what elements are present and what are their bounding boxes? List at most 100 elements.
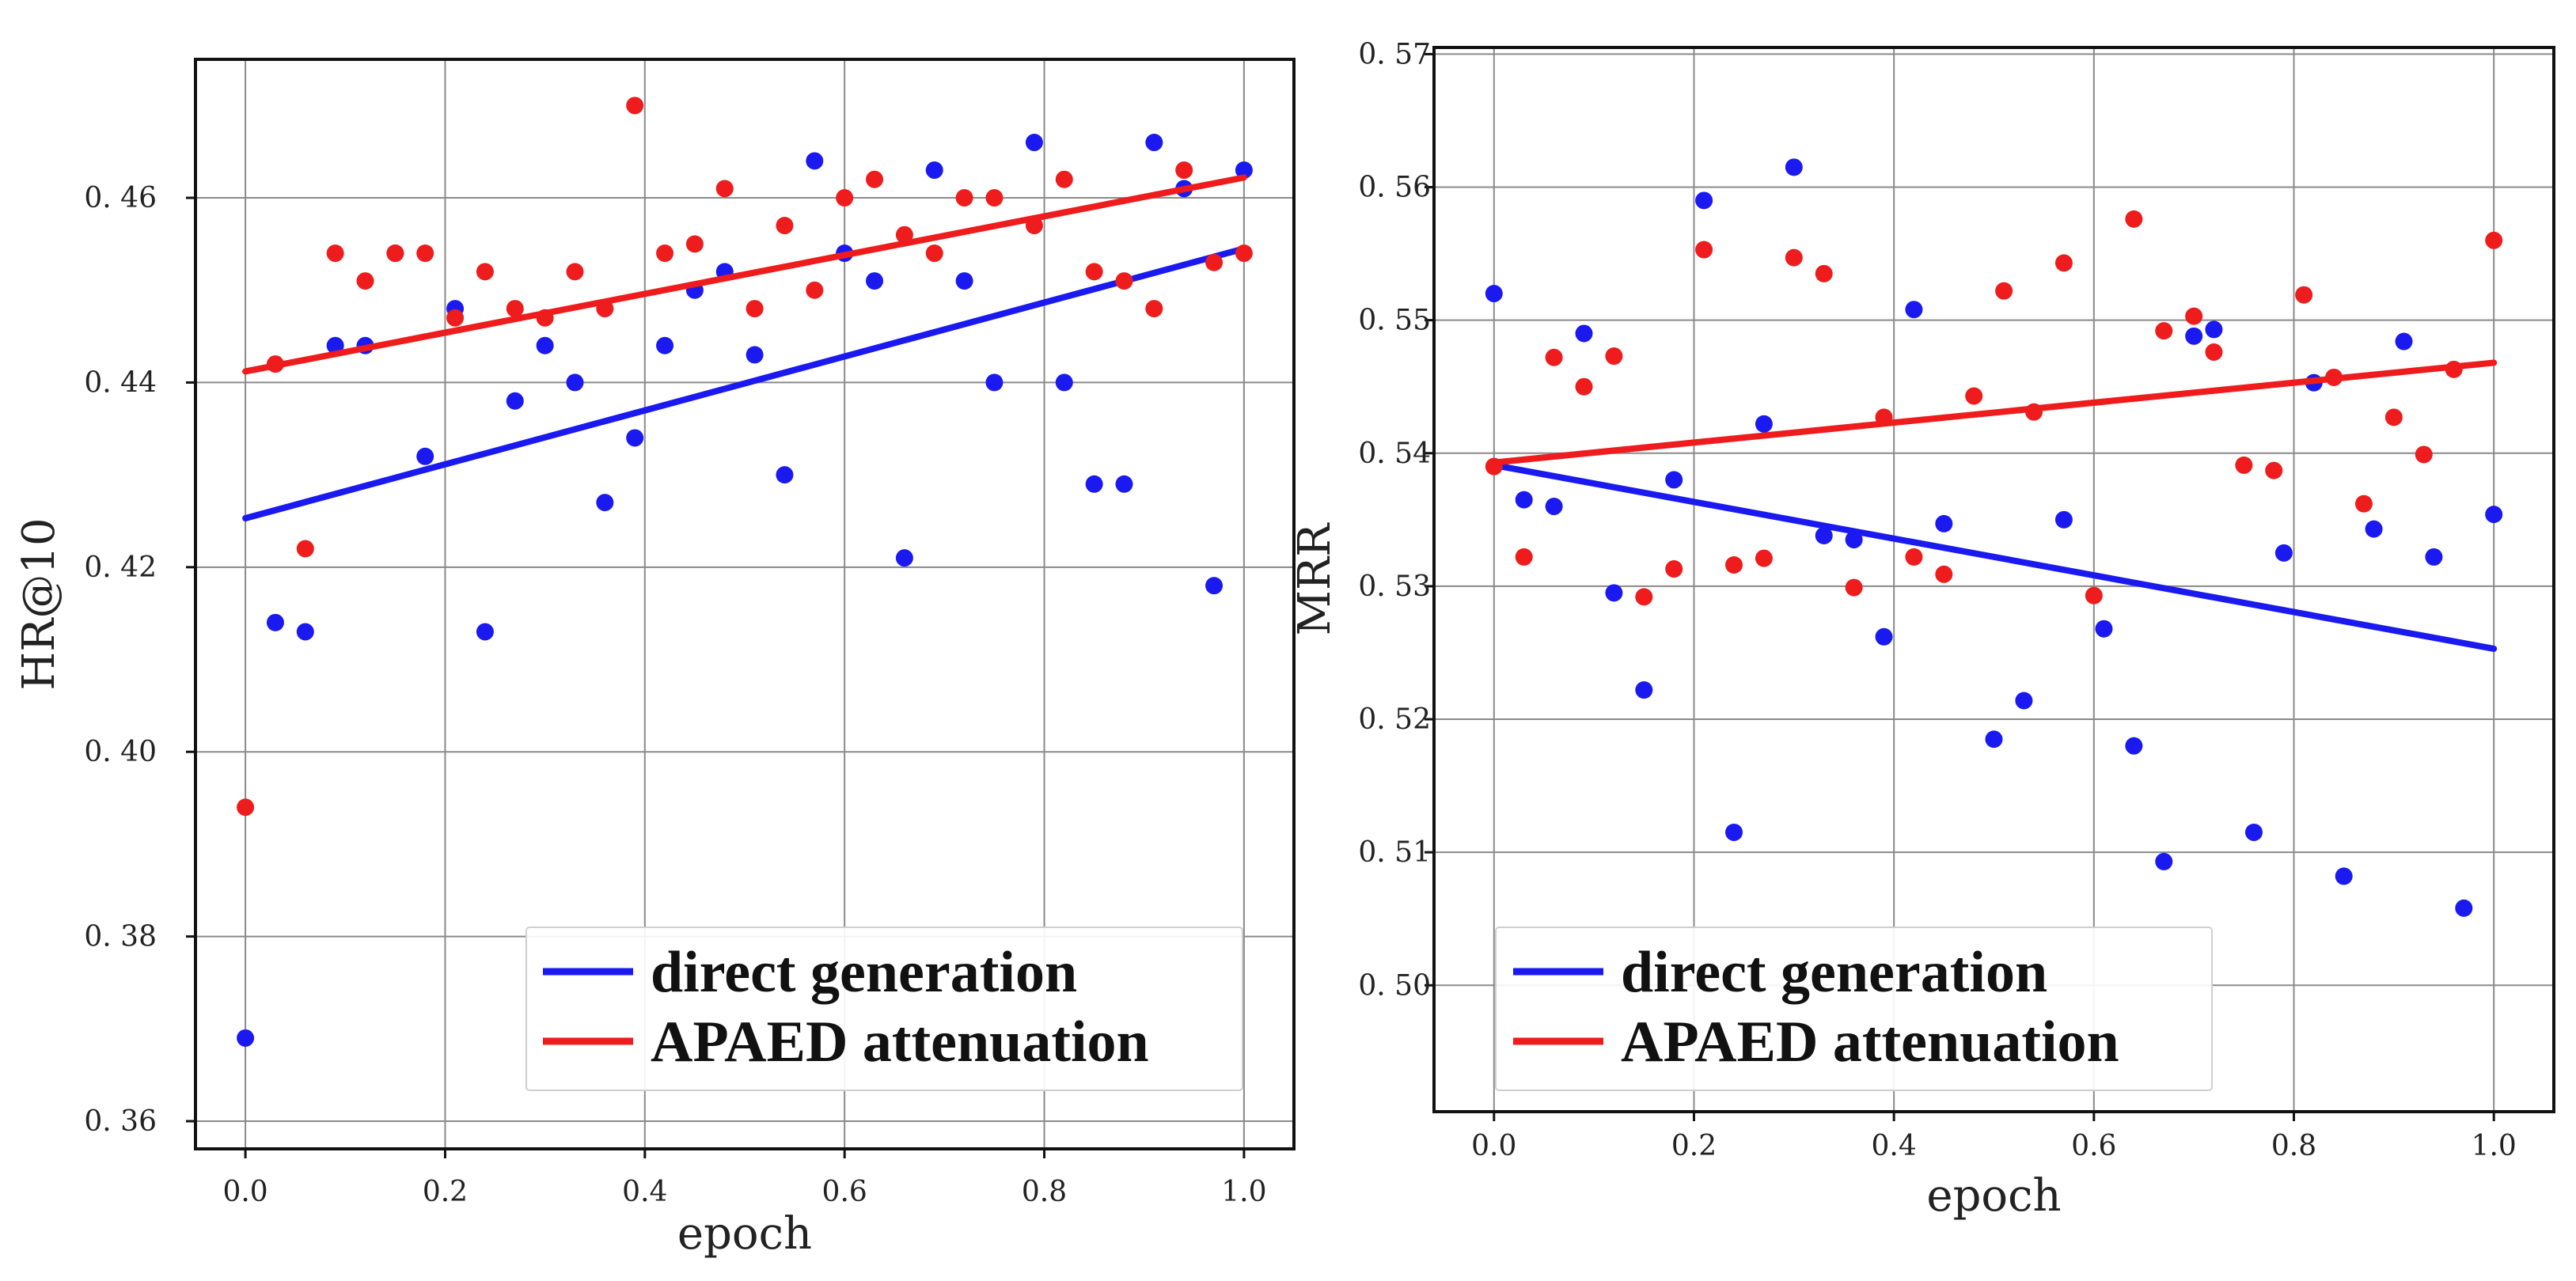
data-point [266, 355, 284, 373]
data-point [776, 466, 794, 484]
plot-frame [194, 58, 1296, 1150]
data-point [1145, 134, 1163, 152]
data-point [566, 373, 584, 392]
legend-box [1495, 927, 2213, 1091]
series-apaed-attenuation [237, 97, 1253, 817]
data-point [1235, 244, 1253, 263]
y-tick-label: 0. 56 [1358, 172, 1431, 204]
data-point [1815, 264, 1833, 282]
x-tick-label: 0.4 [622, 1176, 667, 1208]
data-point [326, 244, 344, 263]
data-point [1665, 471, 1683, 489]
data-point [2185, 307, 2203, 325]
y-tick-label: 0. 51 [1358, 836, 1431, 869]
data-point [985, 189, 1003, 207]
data-point [925, 244, 943, 263]
data-point [266, 613, 284, 631]
data-point [1575, 324, 1593, 343]
data-point [2325, 368, 2343, 386]
data-point [806, 281, 824, 299]
data-point [2265, 461, 2283, 479]
data-point [1935, 565, 1953, 583]
data-point [2205, 320, 2223, 339]
data-point [1055, 170, 1073, 188]
y-tick-label: 0. 52 [1358, 703, 1431, 736]
data-point [2244, 823, 2263, 841]
x-tick-label: 0.8 [1022, 1176, 1067, 1208]
data-point [1695, 191, 1713, 210]
data-point [1605, 584, 1623, 602]
data-point [1115, 475, 1133, 493]
legend-label: direct generation [1621, 940, 2047, 1005]
x-tick-label: 0.4 [1872, 1130, 1917, 1162]
data-point [416, 244, 434, 263]
x-tick-label: 1.0 [2472, 1130, 2517, 1162]
data-point [2384, 408, 2403, 426]
data-point [2095, 620, 2113, 638]
x-axis-label: epoch [1926, 1170, 2061, 1222]
data-point [1145, 300, 1163, 318]
data-point [1905, 548, 1923, 566]
y-tick-label: 0. 54 [1358, 438, 1431, 470]
data-point [2235, 456, 2253, 474]
data-point [1515, 491, 1533, 509]
data-point [1025, 134, 1043, 152]
trend-line [242, 174, 1247, 375]
data-point [1995, 282, 2013, 300]
chart-1: 0.0 0.2 0.4 0.6 0.8 1.0 0. 36 0. 38 0. 40 0. 42 0.… [13, 58, 1296, 1260]
data-point [2015, 692, 2033, 710]
data-point [955, 189, 973, 207]
data-point [1755, 415, 1773, 433]
data-point [1085, 475, 1103, 493]
y-tick-label: 0. 40 [84, 736, 157, 768]
data-point [776, 217, 794, 235]
data-point [626, 97, 644, 115]
data-point [1545, 348, 1563, 366]
data-point [416, 447, 434, 465]
data-point [1175, 161, 1193, 180]
data-point [925, 161, 943, 180]
data-point [386, 244, 404, 263]
series-apaed-attenuation [1485, 210, 2503, 606]
data-point [1725, 823, 1743, 841]
data-point [1665, 560, 1683, 578]
data-point [2125, 210, 2143, 228]
x-tick-label: 0.8 [2271, 1130, 2316, 1162]
data-point [1205, 253, 1224, 271]
data-point [866, 272, 884, 290]
data-point [1485, 285, 1503, 303]
data-point [506, 392, 524, 410]
data-point [745, 346, 764, 364]
data-point [866, 170, 884, 188]
x-tick-label: 0.6 [822, 1176, 867, 1208]
data-point [685, 235, 704, 253]
y-axis-label: MRR [1289, 522, 1341, 636]
x-tick-label: 0.2 [423, 1176, 468, 1208]
data-point [296, 623, 314, 641]
data-point [2395, 332, 2413, 351]
data-point [1875, 627, 1893, 646]
data-point [2455, 899, 2473, 917]
x-tick-label: 0.2 [1671, 1130, 1717, 1162]
trend-line [1490, 461, 2498, 652]
data-point [296, 540, 314, 558]
data-point [2025, 403, 2043, 421]
legend-label: direct generation [651, 940, 1077, 1005]
data-point [356, 272, 374, 290]
data-point [2185, 327, 2203, 345]
data-point [1115, 272, 1133, 290]
data-point [2485, 506, 2503, 524]
data-point [2335, 867, 2353, 885]
y-tick-label: 0. 46 [84, 182, 157, 214]
data-point [1785, 158, 1803, 176]
data-point [2085, 586, 2103, 604]
data-point [626, 429, 644, 447]
data-point [536, 309, 554, 327]
data-point [1515, 548, 1533, 566]
data-point [1965, 387, 1983, 405]
data-point [1055, 373, 1073, 392]
data-point [1545, 498, 1563, 516]
data-point [2425, 548, 2443, 566]
chart-2: 0.0 0.2 0.4 0.6 0.8 1.0 0. 50 0. 51 0. 52 0. 53 0.… [1289, 38, 2555, 1222]
